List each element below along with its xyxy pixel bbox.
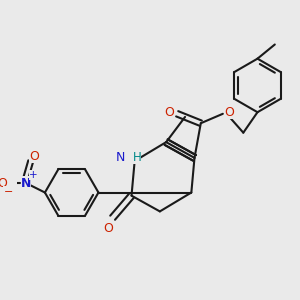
Text: O: O [103,222,113,235]
Text: N: N [116,152,125,164]
Text: O: O [29,150,39,163]
Text: O: O [224,106,234,119]
Text: O: O [0,177,7,190]
Text: +: + [28,170,37,180]
Text: N: N [21,177,31,190]
Text: H: H [133,152,141,164]
Text: −: − [3,187,13,196]
Text: O: O [164,106,174,119]
